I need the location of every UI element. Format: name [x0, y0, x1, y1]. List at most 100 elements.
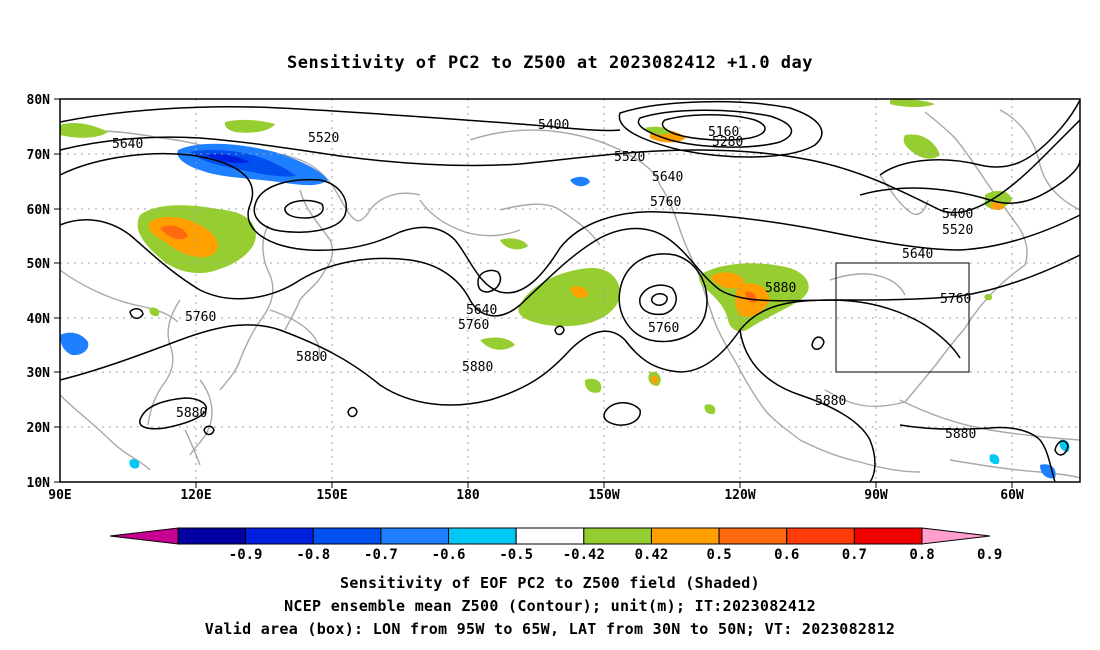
- caption-contour: NCEP ensemble mean Z500 (Contour); unit(…: [284, 597, 816, 615]
- lon-tick-label: 150E: [316, 488, 347, 503]
- colorbar: [109, 527, 991, 545]
- coast-alaska-south: [499, 203, 601, 246]
- contour-5760-china-small: [129, 308, 144, 319]
- contour-5640-long: [59, 152, 1081, 294]
- lon-tick-label: 120E: [180, 488, 211, 503]
- contour-label: 5880: [176, 406, 207, 421]
- coast-taiwan-phil: [189, 379, 213, 456]
- lat-tick-label: 80N: [27, 93, 51, 108]
- contour-5520-long: [59, 119, 1081, 214]
- coast-great-lakes: [829, 273, 906, 296]
- colorbar-label: 0.5: [706, 547, 731, 563]
- coast-central-america: [799, 439, 921, 473]
- positive-region-labrador-core: [990, 202, 1004, 211]
- contour-5880-cutoff: [650, 293, 668, 306]
- colorbar-swatch: [312, 527, 382, 545]
- positive-region-siberia-core: [160, 225, 188, 240]
- colorbar-label: 0.7: [842, 547, 867, 563]
- colorbar-labels: -0.9 -0.8 -0.7 -0.6 -0.5 -0.42 0.42 0.5 0.6 0.7 0.…: [229, 547, 1003, 563]
- negative-region-china: [60, 332, 89, 356]
- lon-tick-label: 90W: [864, 488, 888, 503]
- valid-area-box: [835, 262, 970, 373]
- contour-5880-caribbean: [899, 424, 1056, 483]
- positive-region-baffin: [903, 134, 940, 159]
- coast-gulf-mexico: [824, 389, 906, 408]
- contour-label: 5640: [902, 247, 933, 262]
- contour-label: 5880: [462, 360, 493, 375]
- contour-5520-east: [859, 159, 1081, 204]
- coast-kamchatka: [284, 189, 334, 331]
- positive-region-mexico-pacific: [704, 404, 716, 415]
- map-frame: [59, 98, 1081, 483]
- contour-5880-pac-east: [603, 402, 641, 426]
- contour-5280-low: [618, 100, 823, 158]
- contour-label: 5760: [458, 318, 489, 333]
- colorbar-label: -0.42: [563, 547, 605, 563]
- lat-tick-label: 70N: [27, 148, 51, 163]
- contour-label: 5880: [815, 394, 846, 409]
- coast-hudson-bay: [879, 174, 929, 216]
- contour-5220: [637, 109, 793, 148]
- colorbar-label: -0.9: [229, 547, 263, 563]
- contour-label: 5640: [466, 303, 497, 318]
- positive-region-pacific-south: [480, 337, 515, 350]
- colorbar-swatch: [380, 527, 450, 545]
- contour-5820-cutoff: [639, 284, 677, 316]
- colorbar-label: 0.42: [635, 547, 669, 563]
- contour-5640-cutoff: [477, 269, 502, 293]
- contour-5880-atl: [1054, 440, 1069, 456]
- coast-philippines: [184, 429, 201, 466]
- positive-region-pacific-east-core: [651, 375, 659, 384]
- lon-ticks: [195, 482, 1013, 488]
- colorbar-swatch: [786, 527, 855, 545]
- sensitivity-shading: [60, 99, 1070, 479]
- contour-label: 5760: [940, 292, 971, 307]
- contour-5880-wpac: [139, 397, 207, 430]
- contour-5880-pac-small: [347, 406, 358, 418]
- coast-sakhalin-japan: [219, 225, 274, 391]
- figure-title: Sensitivity of PC2 to Z500 at 2023082412…: [287, 53, 813, 73]
- contour-label: 5880: [296, 350, 327, 365]
- lat-tick-label: 10N: [27, 476, 51, 491]
- coast-aleutian-arc: [419, 199, 521, 237]
- contour-label: 5880: [765, 281, 796, 296]
- colorbar-swatch: [853, 527, 923, 545]
- contour-label: 5640: [652, 170, 683, 185]
- colorbar-label: 0.8: [909, 547, 934, 563]
- lon-tick-label: 180: [456, 488, 480, 503]
- lon-tick-label: 90E: [48, 488, 71, 503]
- coast-south-america-north: [949, 459, 1081, 479]
- negative-region-pacific: [570, 176, 590, 187]
- coast-us-east: [964, 264, 1026, 329]
- colorbar-label: 0.9: [977, 547, 1002, 563]
- colorbar-swatch: [515, 527, 585, 545]
- contour-label: 5760: [650, 195, 681, 210]
- lat-tick-label: 50N: [27, 257, 51, 272]
- colorbar-swatch: [650, 527, 720, 545]
- contour-label: 5520: [942, 223, 973, 238]
- contour-label: 5520: [308, 131, 339, 146]
- z500-contours: [59, 99, 1081, 483]
- colorbar-swatch: [109, 527, 179, 545]
- negative-region-siberia-max: [205, 153, 250, 164]
- caption-shading: Sensitivity of EOF PC2 to Z500 field (Sh…: [340, 574, 760, 592]
- colorbar-label: -0.6: [432, 547, 466, 563]
- colorbar-label: 0.6: [774, 547, 799, 563]
- positive-region-china-small: [149, 307, 160, 317]
- coast-hudson-region: [924, 111, 986, 181]
- contour-5880-wpac-small: [203, 425, 215, 436]
- negative-region-scs: [129, 459, 140, 469]
- latitude-axis: 80N 70N 60N 50N 40N 30N 20N 10N: [27, 93, 51, 491]
- positive-region-hawaii-area: [584, 378, 602, 393]
- colorbar-swatch: [245, 527, 314, 545]
- colorbar-label: -0.8: [296, 547, 330, 563]
- coast-southeast-asia: [59, 394, 151, 471]
- positive-region-north-pacific-core: [570, 286, 588, 298]
- colorbar-swatch: [177, 527, 247, 545]
- colorbar-swatch: [448, 527, 517, 545]
- lat-tick-label: 60N: [27, 203, 51, 218]
- contour-label: 5760: [185, 310, 216, 325]
- lon-tick-label: 120W: [724, 488, 755, 503]
- lat-ticks: [54, 98, 60, 483]
- coast-japan-main: [269, 309, 321, 361]
